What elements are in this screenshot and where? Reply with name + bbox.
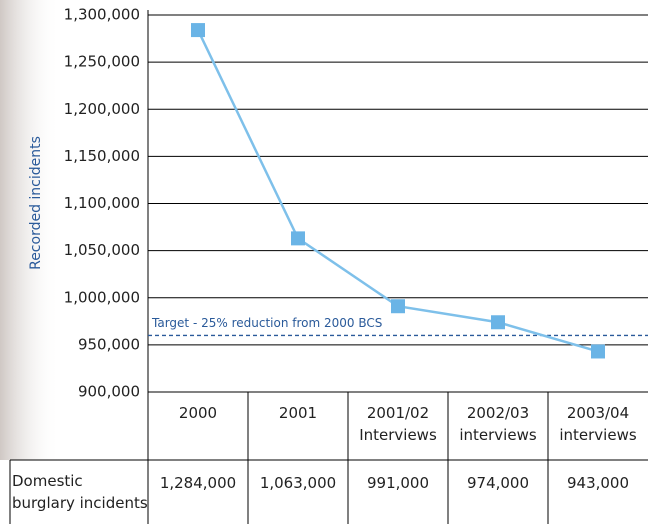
value-label: 1,284,000	[159, 474, 237, 492]
category-label: 2003/04 interviews	[559, 404, 637, 444]
y-tick-label: 950,000	[78, 335, 140, 353]
category-label: 2000	[178, 404, 218, 422]
y-tick-label: 900,000	[78, 383, 140, 401]
target-label: Target - 25% reduction from 2000 BCS	[151, 316, 382, 330]
y-tick-label: 1,050,000	[64, 241, 140, 259]
marker	[591, 344, 605, 359]
y-tick-label: 1,250,000	[64, 53, 140, 71]
table-lines	[9, 10, 648, 524]
value-label: 1,063,000	[259, 474, 337, 492]
y-tick-label: 1,200,000	[64, 100, 140, 118]
value-label: 991,000	[366, 474, 430, 492]
marker	[191, 23, 205, 38]
category-label: 2001/02 Interviews	[359, 404, 437, 444]
y-tick-label: 1,100,000	[64, 194, 140, 212]
y-tick-label: 1,150,000	[64, 147, 140, 165]
value-label: 974,000	[466, 474, 530, 492]
y-tick-label: 1,300,000	[64, 6, 140, 24]
marker	[491, 315, 505, 330]
marker	[391, 299, 405, 314]
category-label: 2002/03 interviews	[459, 404, 537, 444]
background-fade	[0, 0, 60, 460]
y-axis-label: Recorded incidents	[28, 136, 44, 270]
category-label: 2001	[278, 404, 318, 422]
y-tick-label: 1,000,000	[64, 288, 140, 306]
value-label: 943,000	[566, 474, 630, 492]
row-label: Domestic burglary incidents	[12, 472, 148, 512]
marker	[291, 231, 305, 246]
